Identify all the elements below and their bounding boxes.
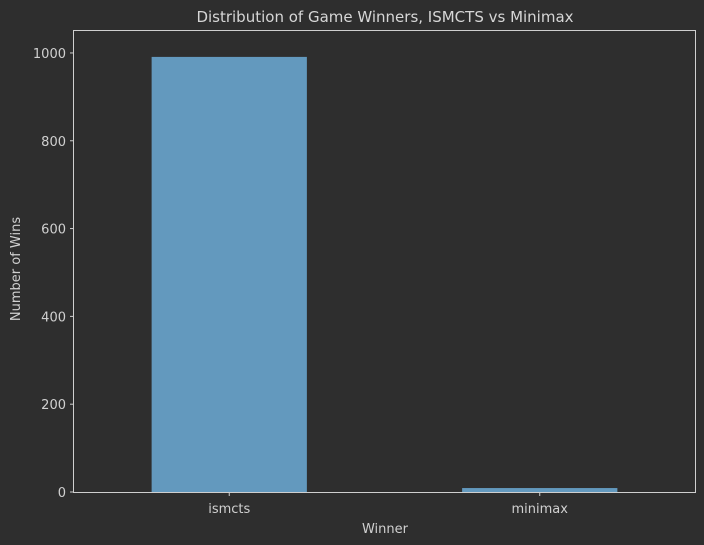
bar-ismcts bbox=[151, 56, 307, 492]
y-tick-label: 200 bbox=[41, 398, 66, 413]
bar-minimax bbox=[462, 488, 618, 492]
y-axis-ticks: 0 200 400 600 800 1000 bbox=[33, 47, 74, 501]
x-tick-label: minimax bbox=[512, 502, 569, 517]
y-tick-label: 0 bbox=[58, 486, 66, 501]
x-tick-label: ismcts bbox=[208, 502, 250, 517]
y-tick-label: 400 bbox=[41, 310, 66, 325]
y-tick-label: 1000 bbox=[33, 47, 66, 62]
chart-title: Distribution of Game Winners, ISMCTS vs … bbox=[196, 8, 573, 26]
x-axis-label: Winner bbox=[362, 522, 409, 537]
plot-frame bbox=[73, 30, 696, 493]
y-tick-label: 600 bbox=[41, 223, 66, 238]
x-axis-ticks: ismcts minimax bbox=[208, 492, 568, 517]
bars-group bbox=[151, 56, 618, 492]
y-axis-label: Number of Wins bbox=[9, 217, 24, 321]
y-tick-label: 800 bbox=[41, 135, 66, 150]
